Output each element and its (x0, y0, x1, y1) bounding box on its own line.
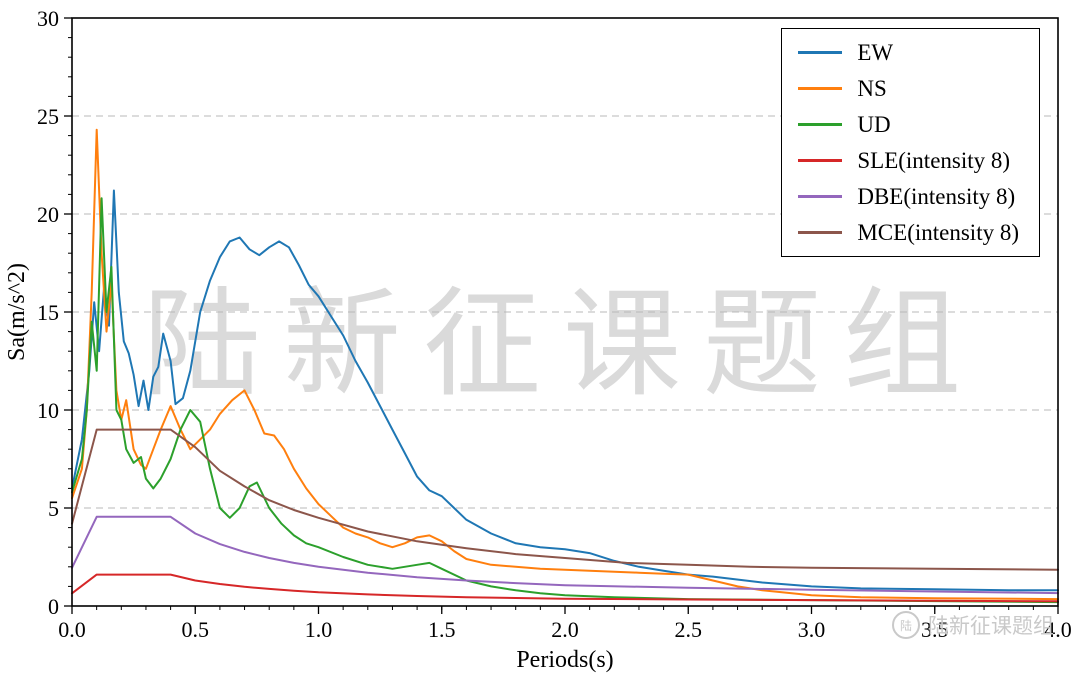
svg-text:30: 30 (37, 6, 59, 31)
svg-text:2.5: 2.5 (675, 617, 703, 642)
svg-text:0.5: 0.5 (182, 617, 210, 642)
svg-text:1.0: 1.0 (305, 617, 333, 642)
svg-text:20: 20 (37, 202, 59, 227)
legend-item-sle: SLE(intensity 8) (798, 149, 1019, 172)
svg-text:15: 15 (37, 300, 59, 325)
legend-item-ns: NS (798, 77, 1019, 100)
legend-label-ew: EW (857, 40, 894, 65)
svg-text:1.5: 1.5 (428, 617, 456, 642)
legend-label-ud: UD (857, 112, 891, 137)
legend-item-dbe: DBE(intensity 8) (798, 185, 1019, 208)
legend-label-ns: NS (857, 76, 887, 101)
legend-label-dbe: DBE(intensity 8) (857, 184, 1016, 209)
legend-line-sle (798, 159, 843, 162)
legend-item-mce: MCE(intensity 8) (798, 221, 1019, 244)
svg-text:Sa(m/s^2): Sa(m/s^2) (4, 263, 30, 361)
legend-line-ud (798, 123, 843, 126)
legend-line-ns (798, 87, 843, 90)
legend-label-mce: MCE(intensity 8) (857, 220, 1019, 245)
svg-text:5: 5 (48, 496, 59, 521)
legend-item-ud: UD (798, 113, 1019, 136)
svg-text:3.0: 3.0 (798, 617, 826, 642)
svg-text:25: 25 (37, 104, 59, 129)
legend-line-ew (798, 51, 843, 54)
svg-text:3.5: 3.5 (921, 617, 949, 642)
svg-text:Periods(s): Periods(s) (516, 647, 613, 673)
legend-line-mce (798, 231, 843, 234)
svg-text:4.0: 4.0 (1044, 617, 1072, 642)
legend-label-sle: SLE(intensity 8) (857, 148, 1011, 173)
svg-text:0: 0 (48, 594, 59, 619)
svg-text:0.0: 0.0 (58, 617, 86, 642)
legend-item-ew: EW (798, 41, 1019, 64)
legend-line-dbe (798, 195, 843, 198)
legend: EW NS UD SLE(intensity 8) DBE(intensity … (781, 28, 1040, 257)
svg-text:10: 10 (37, 398, 59, 423)
svg-text:2.0: 2.0 (551, 617, 579, 642)
